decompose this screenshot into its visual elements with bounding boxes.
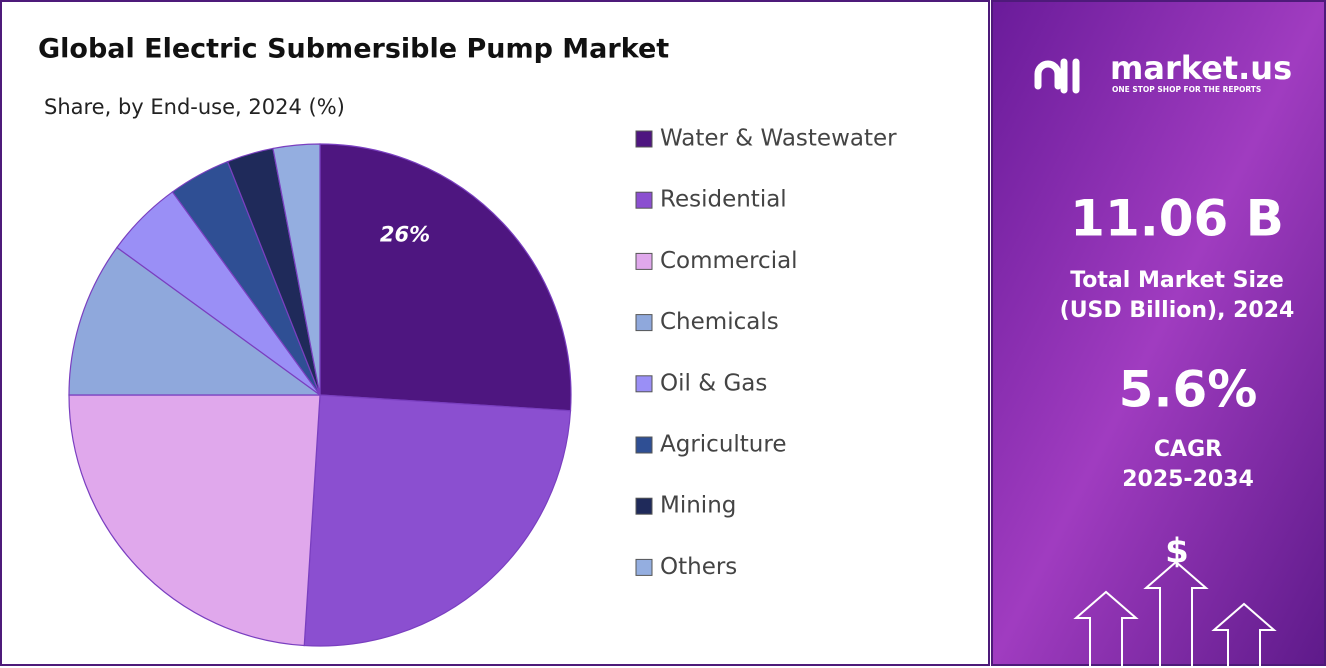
info-panel — [991, 0, 1326, 666]
arrows — [1073, 560, 1277, 668]
cagr-label: 2025-2034 — [1122, 467, 1254, 492]
tagline: ONE STOP SHOP FOR THE REPORTS — [1112, 85, 1261, 94]
pie-slice — [68, 246, 322, 396]
pie-slice — [272, 143, 321, 396]
legend-label: Residential — [660, 187, 787, 213]
legend-swatch — [635, 191, 653, 209]
market-size: 11.06 B — [1070, 190, 1284, 248]
legend-label: Mining — [660, 493, 736, 519]
cagr: 5.6% — [1119, 361, 1258, 419]
legend-label: Commercial — [660, 248, 798, 274]
legend-label: Others — [660, 554, 737, 580]
pie-slice — [319, 143, 572, 412]
legend-label: Agriculture — [660, 432, 787, 458]
legend-swatch — [635, 558, 653, 576]
pie-slice — [303, 394, 572, 647]
brand: market.us — [1110, 49, 1292, 87]
cagr-label: CAGR — [1154, 437, 1222, 462]
legend-label: Oil & Gas — [660, 370, 767, 396]
logo: market.us ONE STOP SHOP FOR THE REPORTS — [1034, 49, 1292, 94]
legend-swatch — [635, 436, 653, 454]
chart-title: Global Electric Submersible Pump Market — [38, 34, 669, 65]
market-size-label: (USD Billion), 2024 — [1060, 298, 1295, 323]
legend-swatch — [635, 375, 653, 393]
legend: Water & Wastewater Residential Commercial C… — [635, 126, 897, 580]
legend-swatch — [635, 130, 653, 148]
legend-label: Chemicals — [660, 309, 779, 335]
legend-swatch — [635, 314, 653, 332]
pie: 26% — [68, 143, 572, 647]
pie-slice — [68, 394, 321, 647]
currency-icon: $ — [1165, 532, 1189, 572]
chart-subtitle: Share, by End-use, 2024 (%) — [44, 95, 345, 119]
market-size-label: Total Market Size — [1070, 268, 1284, 293]
legend-swatch — [635, 497, 653, 515]
data-label: 26% — [380, 223, 430, 247]
legend-label: Water & Wastewater — [660, 126, 897, 152]
legend-swatch — [635, 252, 653, 270]
